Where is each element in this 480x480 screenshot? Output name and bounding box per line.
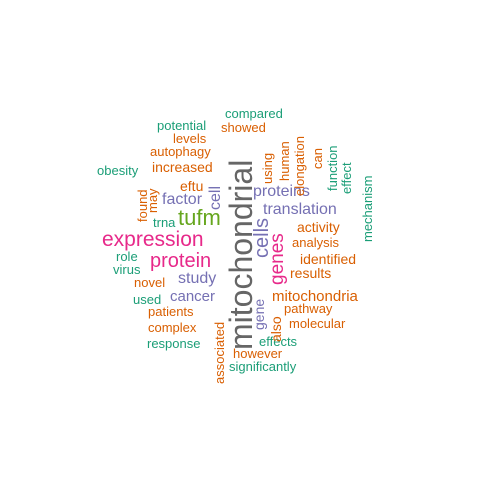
word-complex: complex bbox=[148, 320, 197, 335]
word-cancer: cancer bbox=[170, 288, 216, 305]
word-associated: associated bbox=[212, 321, 227, 384]
word-levels: levels bbox=[173, 131, 207, 146]
word-expression: expression bbox=[102, 228, 204, 251]
word-effects: effects bbox=[259, 334, 298, 349]
word-cell: cell bbox=[207, 185, 224, 210]
word-gene: gene bbox=[251, 298, 267, 330]
word-function: function bbox=[325, 145, 340, 191]
word-protein: protein bbox=[150, 250, 212, 272]
word-eftu: eftu bbox=[180, 178, 204, 194]
word-human: human bbox=[277, 141, 292, 181]
word-effect: effect bbox=[339, 162, 354, 194]
word-molecular: molecular bbox=[289, 316, 346, 331]
word-role: role bbox=[116, 249, 138, 264]
word-autophagy: autophagy bbox=[150, 144, 211, 159]
word-tufm: tufm bbox=[178, 205, 221, 230]
word-pathway: pathway bbox=[284, 301, 333, 316]
word-activity: activity bbox=[297, 219, 340, 235]
word-translation: translation bbox=[263, 201, 337, 218]
word-mitochondria: mitochondria bbox=[272, 288, 358, 305]
word-using: using bbox=[260, 152, 275, 184]
word-increased: increased bbox=[152, 159, 213, 175]
word-identified: identified bbox=[300, 251, 357, 267]
word-virus: virus bbox=[113, 262, 141, 277]
word-used: used bbox=[133, 292, 162, 307]
word-study: study bbox=[178, 270, 217, 287]
word-showed: showed bbox=[221, 120, 266, 135]
word-mechanism: mechanism bbox=[360, 175, 375, 242]
word-patients: patients bbox=[148, 304, 194, 319]
word-elongation: elongation bbox=[292, 136, 307, 196]
word-results: results bbox=[290, 265, 332, 281]
word-genes: genes bbox=[267, 233, 288, 285]
word-potential: potential bbox=[157, 118, 207, 133]
word-proteins: proteins bbox=[253, 183, 310, 200]
word-may: may bbox=[145, 188, 160, 213]
word-trna: trna bbox=[153, 215, 176, 230]
word-compared: compared bbox=[225, 106, 283, 121]
word-response: response bbox=[147, 336, 201, 351]
word-factor: factor bbox=[162, 191, 203, 208]
word-can: can bbox=[310, 148, 325, 169]
word-however: however bbox=[233, 346, 283, 361]
word-novel: novel bbox=[134, 275, 166, 290]
word-also: also bbox=[268, 316, 284, 342]
word-obesity: obesity bbox=[97, 163, 139, 178]
word-significantly: significantly bbox=[229, 359, 297, 374]
word-analysis: analysis bbox=[292, 235, 339, 250]
